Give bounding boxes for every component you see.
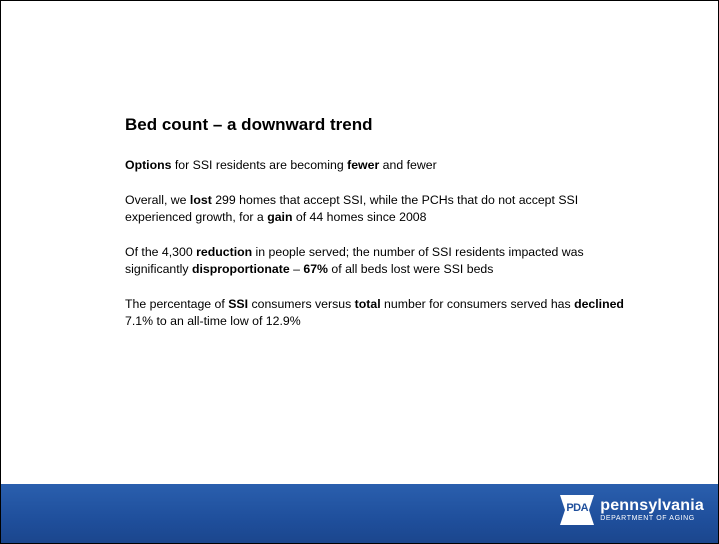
paragraph-text: for SSI residents are becoming <box>171 158 348 172</box>
paragraph-text: consumers versus <box>248 297 355 311</box>
slide-title: Bed count – a downward trend <box>125 115 373 134</box>
logo-badge-text: PDA <box>566 502 589 514</box>
emphasis-text: gain <box>267 210 293 224</box>
keystone-icon: PDA <box>558 493 596 527</box>
logo-wordmark: pennsylvania DEPARTMENT OF AGING <box>600 497 704 523</box>
emphasis-text: reduction <box>196 245 253 259</box>
paragraph-text: of all beds lost were SSI beds <box>328 262 494 276</box>
paragraph-text: – <box>289 262 304 276</box>
paragraph: The percentage of SSI consumers versus t… <box>125 296 625 330</box>
emphasis-text: total <box>354 297 381 311</box>
paragraph-text: of 44 homes since 2008 <box>292 210 427 224</box>
footer-bar: PDA pennsylvania DEPARTMENT OF AGING <box>1 484 718 543</box>
paragraph-text: and fewer <box>379 158 437 172</box>
paragraph: Of the 4,300 reduction in people served;… <box>125 244 625 278</box>
paragraph-text: number for consumers served has <box>380 297 575 311</box>
emphasis-text: Options <box>125 158 172 172</box>
paragraph-text: The percentage of <box>125 297 229 311</box>
paragraph-text: 7.1% to an all-time low of 12.9% <box>125 314 301 328</box>
logo-state-name: pennsylvania <box>600 497 704 514</box>
emphasis-text: declined <box>574 297 624 311</box>
logo-department: DEPARTMENT OF AGING <box>600 515 695 522</box>
slide-content: Bed count – a downward trend Options for… <box>125 114 625 348</box>
emphasis-text: fewer <box>347 158 380 172</box>
emphasis-text: disproportionate <box>191 262 290 276</box>
paragraph-text: Of the 4,300 <box>125 245 197 259</box>
emphasis-text: 67% <box>303 262 328 276</box>
paragraph-text: Overall, we <box>125 193 190 207</box>
paragraph: Options for SSI residents are becoming f… <box>125 157 625 174</box>
paragraph-text: 299 homes that accept SSI, while the PCH… <box>125 193 579 224</box>
pennsylvania-aging-logo: PDA pennsylvania DEPARTMENT OF AGING <box>558 493 704 527</box>
paragraph: Overall, we lost 299 homes that accept S… <box>125 192 625 226</box>
bullet-list: Options for SSI residents are becoming f… <box>125 157 625 330</box>
emphasis-text: SSI <box>228 297 249 311</box>
paragraph-text: in people served; the number of SSI resi… <box>125 245 584 276</box>
emphasis-text: lost <box>189 193 212 207</box>
